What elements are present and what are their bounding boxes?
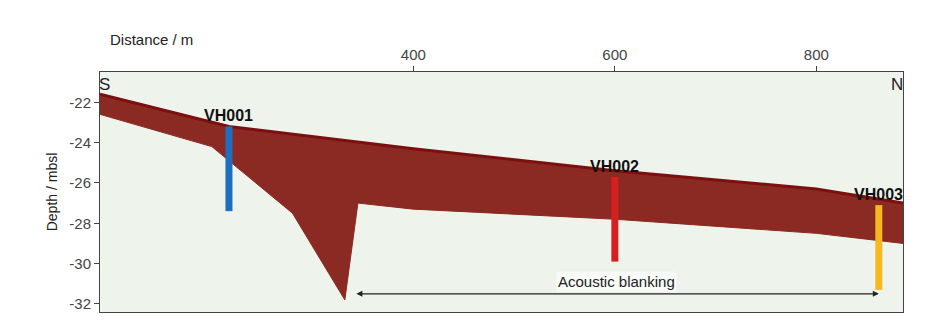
svg-text:800: 800 [804,46,829,63]
svg-text:VH002: VH002 [590,158,639,175]
svg-text:Depth / mbsl: Depth / mbsl [44,153,60,232]
svg-text:-30: -30 [69,255,91,272]
svg-text:-22: -22 [69,94,91,111]
svg-text:-28: -28 [69,215,91,232]
svg-text:S: S [99,75,110,94]
svg-text:VH003: VH003 [854,186,903,203]
svg-text:-26: -26 [69,174,91,191]
svg-text:-32: -32 [69,295,91,312]
svg-text:Distance / m: Distance / m [110,31,193,48]
svg-text:Acoustic blanking: Acoustic blanking [558,273,675,290]
svg-text:N: N [891,75,903,94]
svg-text:VH001: VH001 [204,107,253,124]
svg-text:600: 600 [602,46,627,63]
svg-text:-24: -24 [69,134,91,151]
svg-text:400: 400 [401,46,426,63]
